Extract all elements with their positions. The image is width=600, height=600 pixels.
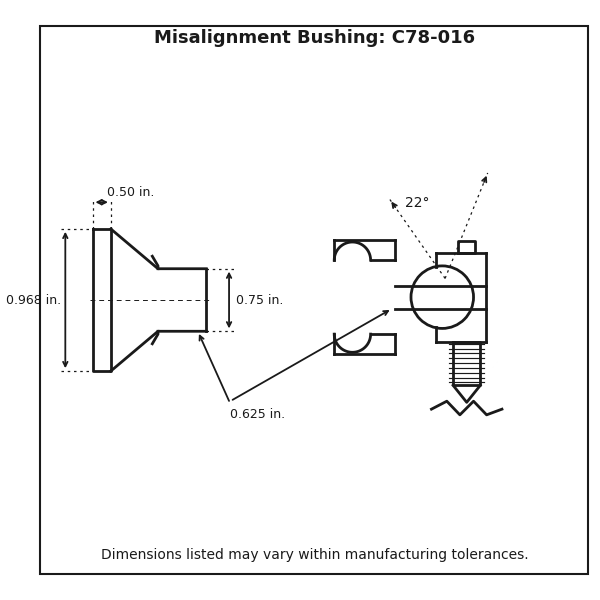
Text: 0.625 in.: 0.625 in. <box>230 408 286 421</box>
Text: Dimensions listed may vary within manufacturing tolerances.: Dimensions listed may vary within manufa… <box>101 548 528 562</box>
Text: Misalignment Bushing: C78-016: Misalignment Bushing: C78-016 <box>154 29 475 47</box>
Text: 22°: 22° <box>405 196 430 209</box>
Text: 0.75 in.: 0.75 in. <box>236 293 283 307</box>
FancyBboxPatch shape <box>40 26 589 574</box>
Text: 0.50 in.: 0.50 in. <box>107 187 154 199</box>
Text: 0.968 in.: 0.968 in. <box>5 293 61 307</box>
